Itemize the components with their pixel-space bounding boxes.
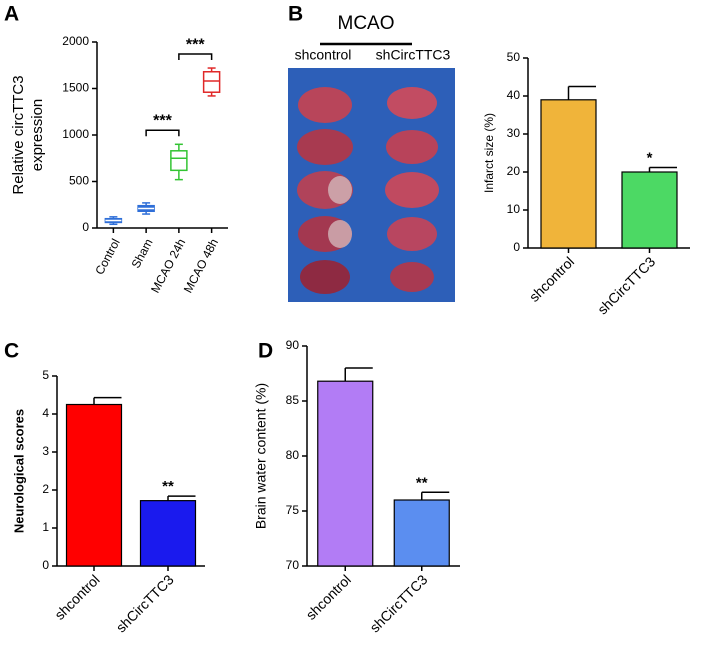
x-tick-label: shcontrol [51,571,102,622]
y-axis-label: Relative circTTC3 expression [10,75,46,194]
y-axis-label: Brain water content (%) [253,383,269,529]
significance-bracket [178,53,213,61]
box [170,150,188,172]
panel-label: B [288,3,303,26]
y-tick-label: 90 [286,338,300,352]
y-axis-label: Infarct size (%) [482,113,496,193]
y-tick-label: 10 [507,202,521,216]
x-tick-label: shcontrol [526,253,577,304]
significance-label: *** [153,113,172,130]
y-tick-label: 1500 [62,81,89,95]
bar [65,403,123,567]
brain-photo [288,68,455,302]
y-tick-label: 30 [507,126,521,140]
y-tick-label: 2 [42,482,49,496]
panel-label: D [258,340,273,363]
y-tick-label: 1000 [62,127,89,141]
significance-label: ** [416,474,428,491]
y-tick-label: 20 [507,164,521,178]
y-tick-label: 2000 [62,34,89,48]
y-tick-label: 75 [286,503,300,517]
panel-label: A [4,3,19,26]
x-tick-label: shCircTTC3 [594,253,658,317]
x-tick-label: Control [92,236,123,277]
y-tick-label: 1 [42,520,49,534]
y-tick-label: 4 [42,406,49,420]
significance-label: * [647,149,653,166]
y-tick-label: 500 [69,174,89,188]
y-tick-label: 3 [42,444,49,458]
x-tick-label: Sham [128,236,155,270]
y-tick-label: 50 [507,50,521,64]
y-tick-label: 0 [513,240,520,254]
box [202,71,221,93]
bar [317,380,374,567]
significance-label: *** [186,36,205,53]
photo-group: shcontrol [295,47,352,63]
y-tick-label: 5 [42,368,49,382]
y-tick-label: 0 [82,220,89,234]
panel-label: C [4,340,19,363]
y-tick-label: 85 [286,393,300,407]
x-tick-label: shCircTTC3 [366,571,430,635]
bar [540,99,597,249]
photo-title: MCAO [338,13,395,34]
x-tick-label: shCircTTC3 [113,571,177,635]
bar [139,500,197,567]
bar [621,171,678,249]
y-tick-label: 80 [286,448,300,462]
photo-group: shCircTTC3 [376,47,451,63]
bar [393,499,450,567]
y-tick-label: 40 [507,88,521,102]
significance-bracket [145,129,180,137]
y-axis-label: Neurological scores [11,409,26,533]
y-tick-label: 70 [286,558,300,572]
x-tick-label: shcontrol [303,571,354,622]
y-tick-label: 0 [42,558,49,572]
significance-label: ** [162,478,174,495]
